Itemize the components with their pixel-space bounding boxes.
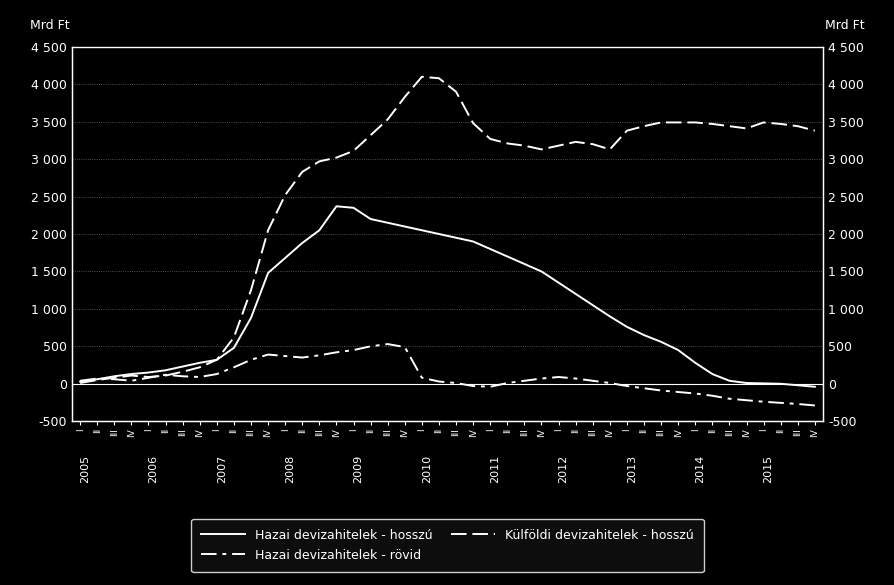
Text: 2013: 2013 — [626, 455, 637, 483]
Text: 2005: 2005 — [80, 455, 90, 483]
Text: 2007: 2007 — [216, 455, 226, 483]
Text: 2014: 2014 — [695, 455, 704, 483]
Text: 2012: 2012 — [558, 455, 568, 483]
Text: Mrd Ft: Mrd Ft — [30, 19, 70, 32]
Text: 2010: 2010 — [421, 455, 432, 483]
Legend: Hazai devizahitelek - hosszú, Hazai devizahitelek - rövid, Külföldi devizahitele: Hazai devizahitelek - hosszú, Hazai devi… — [191, 519, 703, 572]
Text: 2006: 2006 — [148, 455, 158, 483]
Text: 2015: 2015 — [763, 455, 772, 483]
Text: 2009: 2009 — [353, 455, 363, 483]
Text: 2008: 2008 — [285, 455, 295, 483]
Text: Mrd Ft: Mrd Ft — [824, 19, 864, 32]
Text: 2011: 2011 — [490, 455, 500, 483]
